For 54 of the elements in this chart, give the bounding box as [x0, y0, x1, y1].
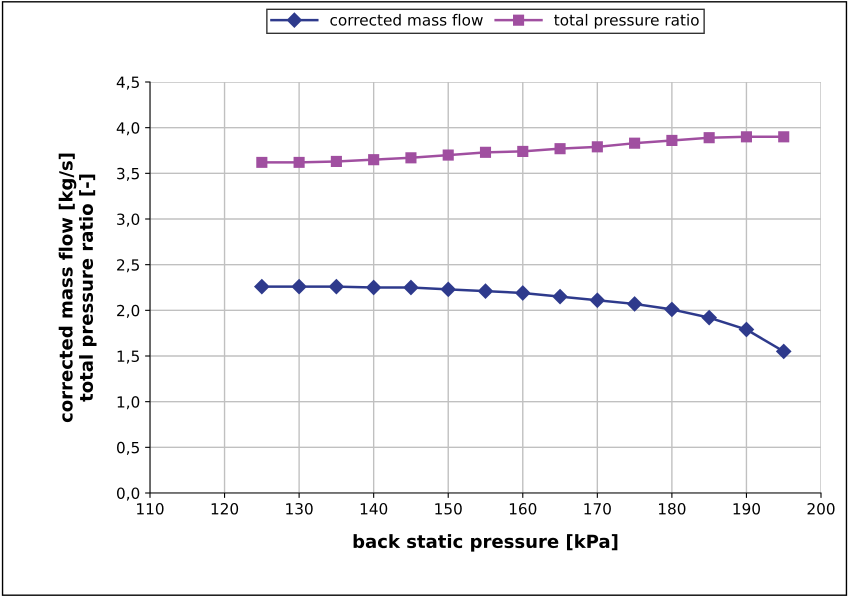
point — [517, 146, 528, 157]
x-tick-label: 160 — [510, 502, 536, 515]
y-tick-label: 4,0 — [116, 122, 140, 136]
point — [554, 143, 566, 154]
point — [254, 279, 270, 294]
x-tick-label: 180 — [658, 502, 686, 515]
x-tick-label: 130 — [286, 502, 313, 515]
point — [366, 280, 382, 296]
point — [440, 282, 456, 297]
point — [702, 310, 717, 326]
y-tick-label: 1,5 — [118, 350, 139, 364]
point — [478, 284, 494, 299]
x-tick-label: 120 — [212, 502, 238, 515]
y-tick-label: 3,0 — [117, 213, 140, 227]
point — [664, 302, 680, 317]
x-tick-label: 110 — [137, 502, 164, 515]
x-tick-label: 150 — [435, 502, 462, 515]
point — [405, 152, 416, 164]
point — [368, 154, 380, 166]
point — [442, 150, 454, 161]
point — [403, 280, 419, 296]
point — [666, 134, 678, 146]
point — [294, 156, 305, 168]
point — [480, 146, 492, 158]
x-tick-label: 140 — [360, 502, 388, 515]
y-tick-label: 2,5 — [117, 259, 139, 272]
point — [592, 141, 603, 152]
y-tick-label: 0,0 — [116, 487, 140, 501]
point — [704, 132, 715, 144]
point — [590, 292, 605, 308]
y-tick-label: 2,0 — [117, 304, 140, 318]
y-tick-label: 0,5 — [116, 442, 139, 455]
point — [552, 289, 568, 304]
point — [292, 279, 307, 294]
x-axis-title: back static pressure [kPa] — [354, 534, 618, 552]
point — [740, 131, 752, 142]
x-tick-label: 170 — [584, 502, 611, 515]
y-tick-label: 3,5 — [117, 168, 139, 181]
point — [776, 344, 792, 360]
point — [629, 138, 640, 149]
point — [256, 156, 268, 168]
legend-label: total pressure ratio — [554, 14, 699, 29]
y-axis-title: corrected mass flow [kg/s] total pressure ratio [-] — [58, 154, 97, 422]
x-tick-label: 200 — [808, 502, 835, 515]
point — [330, 156, 342, 168]
point — [515, 285, 530, 301]
x-tick-label: 190 — [734, 502, 760, 515]
point — [627, 296, 642, 312]
point — [738, 322, 754, 338]
point — [778, 131, 790, 142]
y-tick-label: 4,5 — [116, 76, 139, 90]
point — [328, 279, 344, 294]
y-tick-label: 1,0 — [118, 396, 140, 410]
legend-label: corrected mass flow — [330, 14, 483, 26]
